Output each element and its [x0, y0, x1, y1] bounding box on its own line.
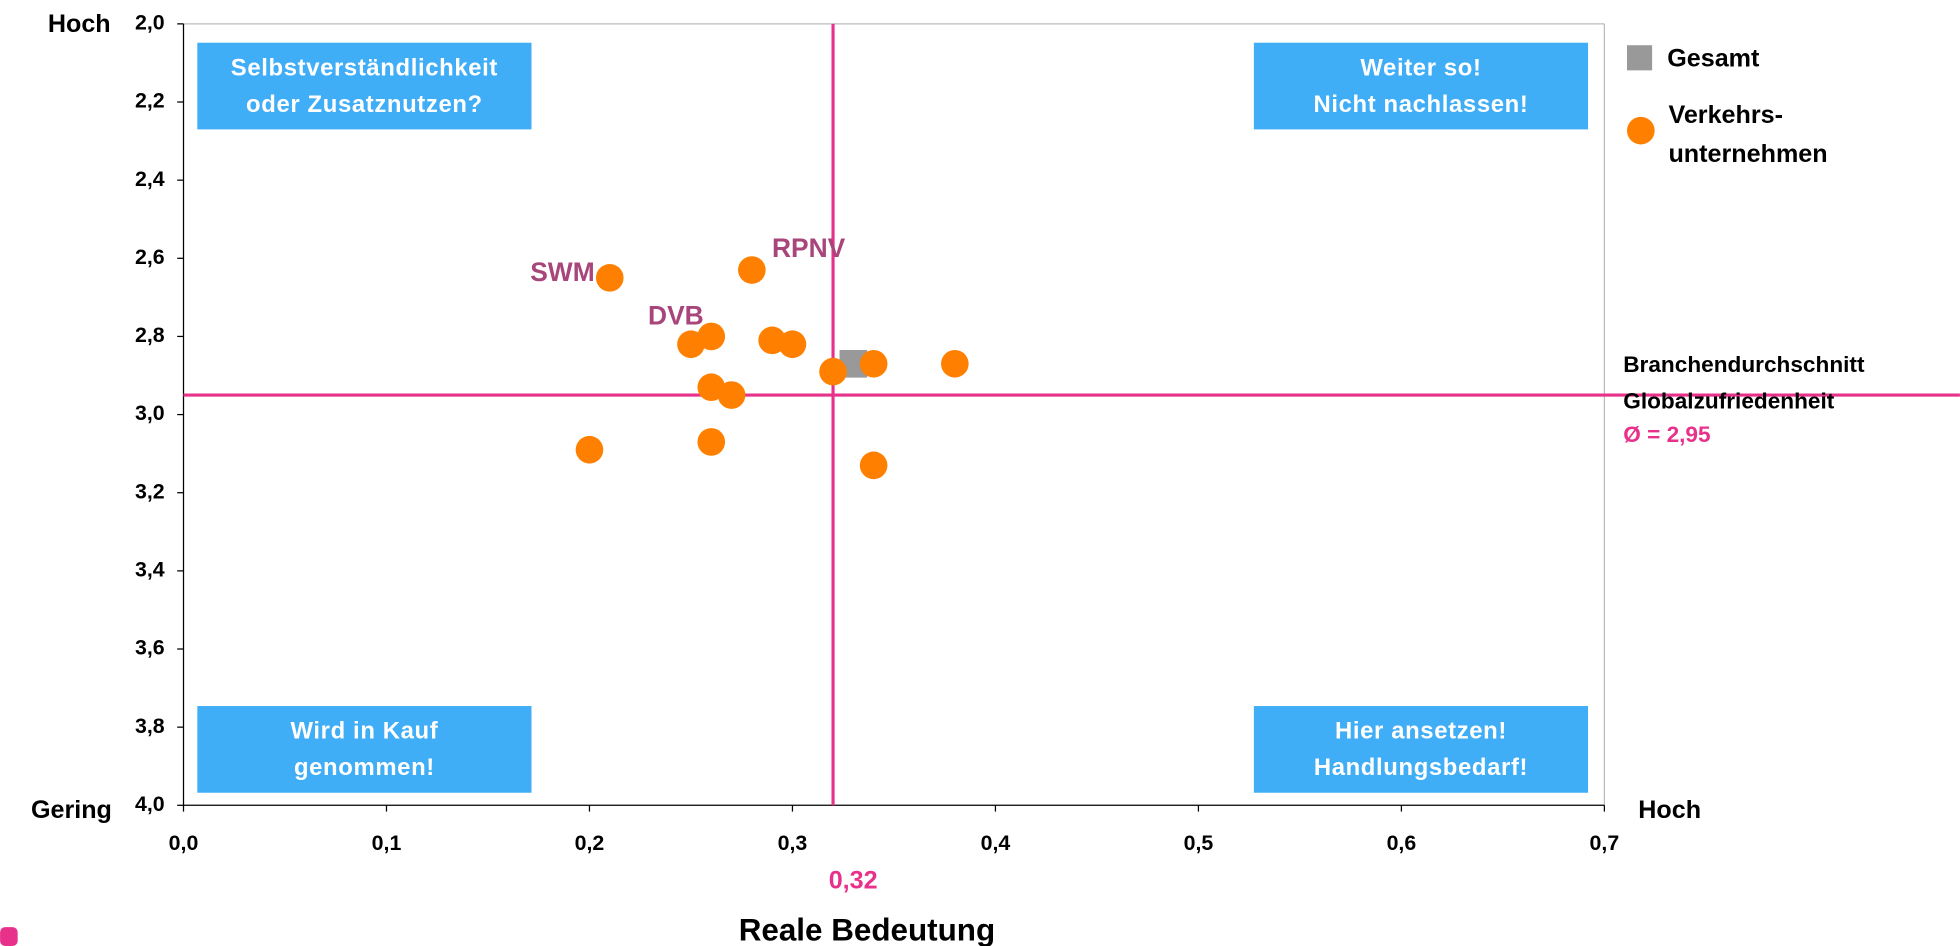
y-tick-label: 3,4 — [135, 558, 165, 582]
x-tick-label: 0,3 — [778, 831, 808, 855]
x-tick-label: 0,1 — [372, 831, 402, 855]
point-label: SWM — [530, 257, 594, 287]
quadrant-label: Wird in Kauf genommen! — [290, 717, 439, 781]
reference-title: Branchendurchschnitt Globalzufriedenheit — [1623, 351, 1865, 414]
marker-circle — [595, 264, 624, 292]
quadrant-label-box: Selbstverständlichkeit oder Zusatznutzen… — [230, 54, 499, 118]
legend-label-box: Gesamt — [1667, 45, 1760, 73]
marker-circle — [859, 349, 888, 378]
y-tick-label: 3,6 — [135, 636, 165, 660]
y-tick-label: 3,2 — [135, 479, 165, 503]
y-tick-label: 3,8 — [135, 714, 165, 738]
logo — [0, 927, 18, 946]
quadrant-bg — [1253, 42, 1589, 130]
y-tick-label: 3,0 — [135, 401, 165, 425]
marker-circle — [859, 451, 888, 480]
y-low-label: Gering — [31, 796, 112, 824]
quadrant-label: Weiter so! Nicht nachlassen! — [1313, 54, 1529, 118]
x-tick-label: 0,7 — [1590, 831, 1620, 855]
quadrant-bg — [197, 706, 532, 793]
marker-circle — [819, 357, 847, 386]
quadrant-bg — [197, 42, 532, 130]
marker-circle — [575, 435, 604, 464]
x-tick-label: 0,4 — [981, 831, 1011, 855]
quadrant-label-box: Hier ansetzen! Handlungsbedarf! — [1313, 717, 1529, 781]
quadrant-label-box: Wird in Kauf genommen! — [290, 717, 439, 781]
y-tick-label: 2,0 — [135, 11, 165, 35]
marker-circle — [697, 428, 726, 456]
x-axis-title: Reale Bedeutung — [739, 912, 995, 946]
quadrant-label-box: Weiter so! Nicht nachlassen! — [1313, 54, 1529, 118]
reference-label: 0,32 — [829, 867, 878, 895]
marker-circle — [738, 256, 766, 284]
y-tick-label: 2,4 — [135, 167, 165, 191]
reference-title-box: Branchendurchschnitt Globalzufriedenheit — [1623, 351, 1865, 414]
point-label: DVB — [648, 301, 704, 331]
quadrant-label: Selbstverständlichkeit oder Zusatznutzen… — [230, 54, 499, 118]
quadrant-label: Hier ansetzen! Handlungsbedarf! — [1313, 717, 1529, 781]
y-tick-label: 4,0 — [135, 792, 165, 816]
x-tick-label: 0,2 — [575, 831, 605, 855]
quadrant-bg — [1253, 706, 1589, 793]
x-high-label: Hoch — [1638, 796, 1701, 824]
y-tick-label: 2,6 — [135, 245, 165, 269]
legend-swatch — [1626, 45, 1653, 71]
marker-circle — [941, 349, 969, 378]
marker-circle — [677, 330, 705, 359]
legend-swatch — [1626, 116, 1655, 145]
legend-label: Verkehrs- unternehmen — [1668, 101, 1828, 169]
x-tick-label: 0,6 — [1387, 831, 1417, 855]
y-tick-label: 2,8 — [135, 323, 165, 347]
legend-label-box: Verkehrs- unternehmen — [1668, 101, 1828, 169]
marker-circle — [717, 381, 746, 409]
x-tick-label: 0,0 — [169, 831, 199, 855]
point-label: RPNV — [772, 233, 846, 263]
x-tick-label: 0,5 — [1184, 831, 1214, 855]
marker-circle — [778, 330, 807, 359]
y-tick-label: 2,2 — [135, 89, 165, 113]
y-high-label: Hoch — [48, 10, 111, 38]
legend-label: Gesamt — [1667, 45, 1760, 73]
reference-label: Ø = 2,95 — [1623, 422, 1710, 447]
